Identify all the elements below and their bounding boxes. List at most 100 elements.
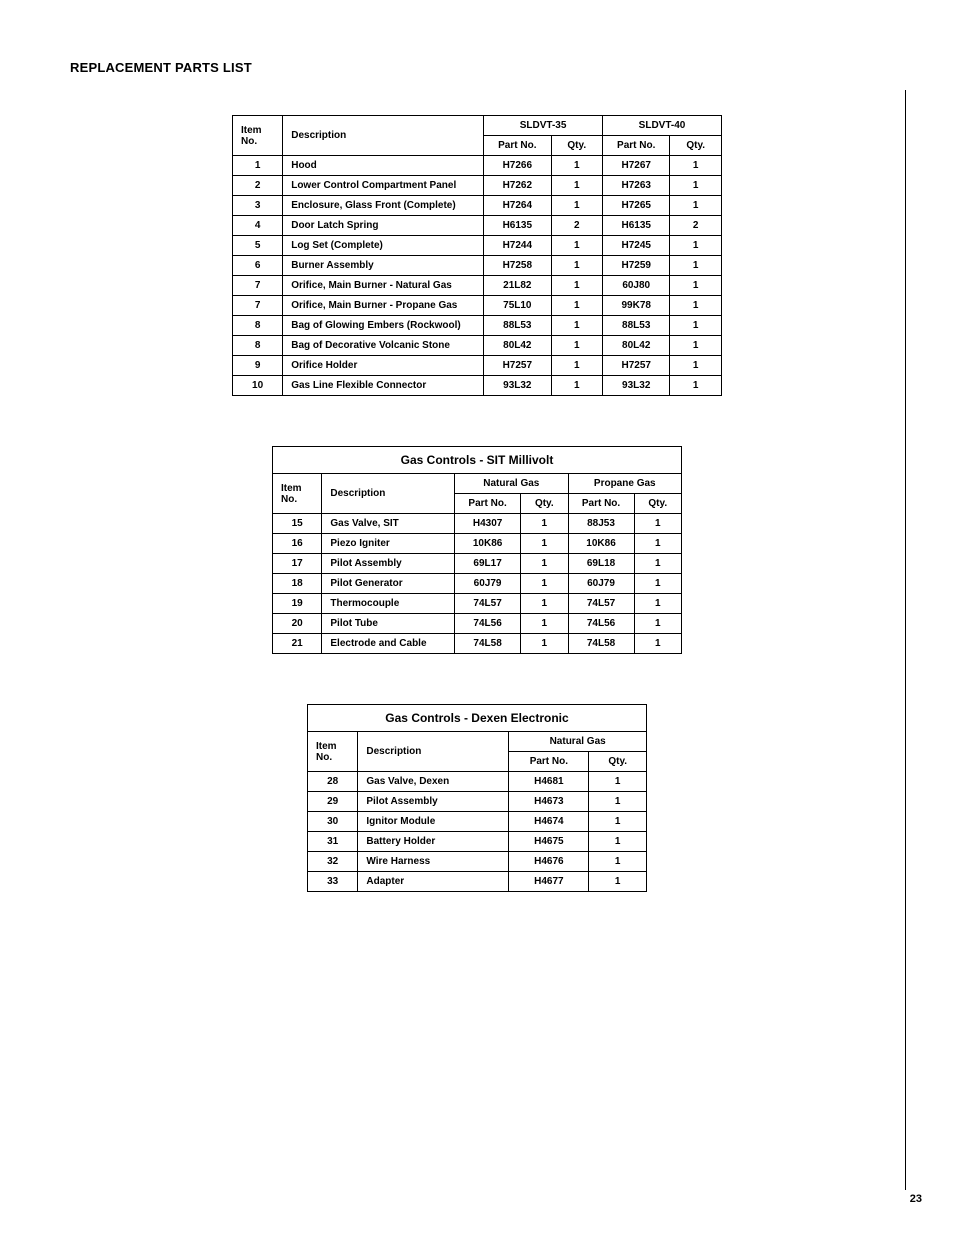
cell: 1: [589, 852, 647, 872]
cell: Hood: [283, 156, 484, 176]
table-row: 20Pilot Tube74L56174L561: [273, 614, 682, 634]
parts-table-sit: Item No. Description Natural Gas Propane…: [272, 473, 682, 654]
cell: 88L53: [484, 316, 551, 336]
cell: Gas Valve, SIT: [322, 514, 455, 534]
cell: 80L42: [603, 336, 670, 356]
cell: 1: [521, 514, 568, 534]
cell: 1: [634, 574, 681, 594]
table-row: 3Enclosure, Glass Front (Complete)H72641…: [233, 196, 722, 216]
cell: 32: [308, 852, 358, 872]
cell: 1: [670, 256, 722, 276]
col-item-no: Item No.: [308, 732, 358, 772]
cell: Gas Line Flexible Connector: [283, 376, 484, 396]
cell: H6135: [484, 216, 551, 236]
cell: 74L56: [568, 614, 634, 634]
cell: 1: [670, 276, 722, 296]
page-title: REPLACEMENT PARTS LIST: [70, 60, 884, 75]
cell: Lower Control Compartment Panel: [283, 176, 484, 196]
cell: Bag of Glowing Embers (Rockwool): [283, 316, 484, 336]
cell: 7: [233, 276, 283, 296]
cell: 2: [670, 216, 722, 236]
table-row: 32Wire HarnessH46761: [308, 852, 647, 872]
cell: Gas Valve, Dexen: [358, 772, 509, 792]
cell: 1: [670, 236, 722, 256]
cell: H4674: [509, 812, 589, 832]
cell: 1: [634, 554, 681, 574]
cell: 8: [233, 336, 283, 356]
cell: 21: [273, 634, 322, 654]
table-row: 6Burner AssemblyH72581H72591: [233, 256, 722, 276]
cell: H7263: [603, 176, 670, 196]
cell: 1: [589, 772, 647, 792]
table-row: 7Orifice, Main Burner - Propane Gas75L10…: [233, 296, 722, 316]
cell: 1: [521, 554, 568, 574]
cell: 6: [233, 256, 283, 276]
cell: Pilot Tube: [322, 614, 455, 634]
cell: 8: [233, 316, 283, 336]
col-item-no: Item No.: [273, 474, 322, 514]
col-partno-1: Part No.: [484, 136, 551, 156]
cell: Orifice, Main Burner - Natural Gas: [283, 276, 484, 296]
cell: 1: [551, 316, 603, 336]
cell: 1: [551, 376, 603, 396]
cell: 1: [521, 574, 568, 594]
col-qty-1: Qty.: [551, 136, 603, 156]
table-row: 33AdapterH46771: [308, 872, 647, 892]
cell: H4676: [509, 852, 589, 872]
cell: Thermocouple: [322, 594, 455, 614]
cell: H7267: [603, 156, 670, 176]
cell: 1: [551, 236, 603, 256]
table-row: 31Battery HolderH46751: [308, 832, 647, 852]
table-row: 9Orifice HolderH72571H72571: [233, 356, 722, 376]
cell: 1: [233, 156, 283, 176]
cell: Ignitor Module: [358, 812, 509, 832]
cell: H7262: [484, 176, 551, 196]
cell: 1: [670, 356, 722, 376]
cell: Door Latch Spring: [283, 216, 484, 236]
col-description: Description: [283, 116, 484, 156]
cell: 88J53: [568, 514, 634, 534]
cell: 99K78: [603, 296, 670, 316]
col-item-no: Item No.: [233, 116, 283, 156]
col-propane: Propane Gas: [568, 474, 681, 494]
cell: Burner Assembly: [283, 256, 484, 276]
col-model2: SLDVT-40: [603, 116, 722, 136]
cell: 7: [233, 296, 283, 316]
cell: 31: [308, 832, 358, 852]
cell: 93L32: [603, 376, 670, 396]
cell: 1: [551, 196, 603, 216]
col-qty-2: Qty.: [670, 136, 722, 156]
cell: 74L58: [568, 634, 634, 654]
cell: 1: [551, 256, 603, 276]
cell: 1: [551, 156, 603, 176]
col-description: Description: [322, 474, 455, 514]
cell: 1: [521, 634, 568, 654]
cell: H4677: [509, 872, 589, 892]
cell: 69L17: [455, 554, 521, 574]
table-row: 8Bag of Glowing Embers (Rockwool)88L5318…: [233, 316, 722, 336]
col-partno-1: Part No.: [455, 494, 521, 514]
cell: H7259: [603, 256, 670, 276]
cell: Pilot Generator: [322, 574, 455, 594]
col-qty-1: Qty.: [521, 494, 568, 514]
col-description: Description: [358, 732, 509, 772]
cell: 10: [233, 376, 283, 396]
cell: 9: [233, 356, 283, 376]
cell: 15: [273, 514, 322, 534]
right-rule: [905, 90, 906, 1190]
table-row: 17Pilot Assembly69L17169L181: [273, 554, 682, 574]
cell: 1: [634, 594, 681, 614]
cell: 19: [273, 594, 322, 614]
table-row: 16Piezo Igniter10K86110K861: [273, 534, 682, 554]
cell: H7244: [484, 236, 551, 256]
cell: 88L53: [603, 316, 670, 336]
col-qty-1: Qty.: [589, 752, 647, 772]
cell: 1: [670, 176, 722, 196]
cell: 1: [670, 336, 722, 356]
table-row: 2Lower Control Compartment PanelH72621H7…: [233, 176, 722, 196]
cell: 1: [589, 812, 647, 832]
cell: H4673: [509, 792, 589, 812]
cell: H4681: [509, 772, 589, 792]
cell: 28: [308, 772, 358, 792]
cell: 1: [670, 196, 722, 216]
